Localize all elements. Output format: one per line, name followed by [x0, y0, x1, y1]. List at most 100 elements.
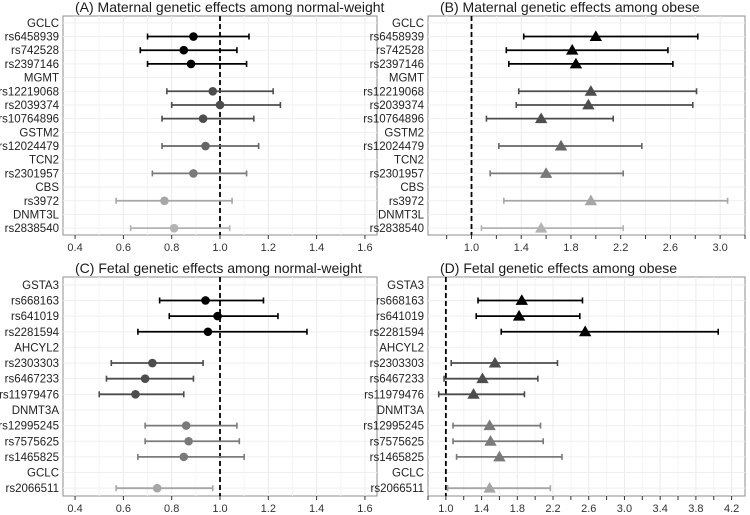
- point-estimate: [179, 45, 189, 55]
- point-estimate: [493, 450, 506, 462]
- snp-label: rs668163: [11, 295, 59, 307]
- x-tick-label: 1.0: [464, 242, 479, 254]
- snp-label: rs2066511: [371, 483, 425, 495]
- gene-label: AHCYL2: [379, 342, 424, 354]
- gene-label: DNMT3L: [378, 209, 425, 221]
- snp-label: rs641019: [376, 311, 424, 323]
- x-tick-label: 1.4: [514, 242, 529, 254]
- x-tick-label: 2.2: [613, 242, 628, 254]
- gene-label: GSTA3: [22, 280, 59, 292]
- snp-label: rs12995245: [0, 421, 59, 433]
- gene-label: DNMT3L: [13, 209, 60, 221]
- snp-label: rs2281594: [5, 327, 60, 339]
- point-estimate: [569, 57, 583, 69]
- snp-label: rs7575625: [5, 436, 59, 448]
- panel-b: (B) Maternal genetic effects among obese…: [363, 0, 746, 254]
- x-tick-label: 1.4: [309, 242, 324, 254]
- x-tick-label: 1.4: [309, 503, 324, 515]
- point-estimate: [189, 169, 198, 178]
- snp-label: rs12024479: [363, 141, 424, 153]
- point-estimate: [512, 309, 526, 321]
- point-estimate: [215, 100, 225, 110]
- x-tick-label: 2.6: [663, 242, 678, 254]
- snp-label: rs2301957: [5, 168, 59, 180]
- point-estimate: [160, 196, 169, 206]
- point-estimate: [186, 59, 196, 69]
- gene-label: DNMT3A: [12, 405, 60, 417]
- point-estimate: [148, 358, 157, 368]
- x-tick-label: 1.2: [261, 242, 276, 254]
- plot-area: [427, 15, 746, 236]
- snp-label: rs2838540: [370, 223, 424, 235]
- panel-title: (C) Fetal genetic effects among normal-w…: [75, 260, 362, 276]
- point-estimate: [184, 436, 193, 446]
- snp-label: rs2303303: [370, 358, 424, 370]
- x-tick-label: 0.8: [164, 242, 179, 254]
- point-estimate: [467, 388, 480, 399]
- point-estimate: [488, 356, 502, 368]
- point-estimate: [131, 390, 140, 399]
- point-estimate: [181, 421, 191, 430]
- x-tick-label: 1.0: [212, 242, 227, 254]
- point-estimate: [483, 419, 496, 431]
- snp-label: rs3972: [389, 196, 424, 208]
- x-tick-label: 1.4: [474, 503, 489, 515]
- gene-label: GCLC: [27, 468, 59, 480]
- x-tick-label: 3.8: [688, 503, 703, 515]
- gene-label: AHCYL2: [14, 342, 59, 354]
- snp-label: rs2301957: [370, 168, 424, 180]
- point-estimate: [208, 86, 218, 96]
- snp-label: rs10764896: [363, 114, 424, 126]
- gene-label: GCLC: [392, 468, 424, 480]
- point-estimate: [213, 311, 222, 321]
- point-estimate: [483, 481, 496, 493]
- gene-label: TCN2: [394, 155, 424, 167]
- snp-label: rs1465825: [370, 452, 424, 464]
- point-estimate: [554, 139, 568, 151]
- point-estimate: [140, 374, 150, 383]
- point-estimate: [169, 223, 179, 233]
- point-estimate: [152, 483, 162, 493]
- gene-label: GCLC: [27, 18, 59, 30]
- snp-label: rs641019: [11, 311, 59, 323]
- x-tick-label: 3.0: [617, 503, 632, 515]
- x-tick-label: 1.6: [357, 503, 372, 515]
- gene-label: GSTA3: [387, 280, 424, 292]
- snp-label: rs12219068: [363, 86, 424, 98]
- snp-label: rs668163: [376, 295, 424, 307]
- point-estimate: [484, 435, 497, 446]
- snp-label: rs2838540: [5, 223, 59, 235]
- x-tick-label: 3.0: [712, 242, 727, 254]
- gene-label: DNMT3A: [377, 405, 425, 417]
- point-estimate: [515, 294, 528, 305]
- point-estimate: [201, 296, 210, 305]
- x-tick-label: 0.4: [67, 242, 82, 254]
- x-tick-label: 1.0: [212, 503, 227, 515]
- point-estimate: [584, 85, 598, 96]
- snp-label: rs2397146: [5, 59, 59, 71]
- snp-label: rs1465825: [5, 452, 59, 464]
- point-estimate: [589, 30, 603, 41]
- point-estimate: [539, 167, 553, 178]
- point-estimate: [203, 327, 213, 337]
- x-tick-label: 4.2: [724, 503, 739, 515]
- gene-label: GSTM2: [384, 127, 424, 139]
- x-tick-label: 1.8: [563, 242, 578, 254]
- point-estimate: [179, 452, 189, 462]
- point-estimate: [582, 98, 595, 110]
- point-estimate: [584, 194, 598, 206]
- snp-label: rs12024479: [0, 141, 59, 153]
- snp-label: rs742528: [11, 45, 59, 57]
- panel-title: (A) Maternal genetic effects among norma…: [75, 0, 385, 15]
- panel-title: (D) Fetal genetic effects among obese: [440, 260, 677, 276]
- x-tick-label: 2.6: [581, 503, 596, 515]
- gene-label: GCLC: [392, 18, 424, 30]
- gene-label: GSTM2: [19, 127, 59, 139]
- x-tick-label: 0.6: [116, 242, 131, 254]
- gene-label: TCN2: [29, 155, 59, 167]
- x-tick-label: 0.8: [164, 503, 179, 515]
- gene-label: MGMT: [389, 73, 424, 85]
- gene-label: CBS: [400, 182, 424, 194]
- point-estimate: [566, 44, 579, 55]
